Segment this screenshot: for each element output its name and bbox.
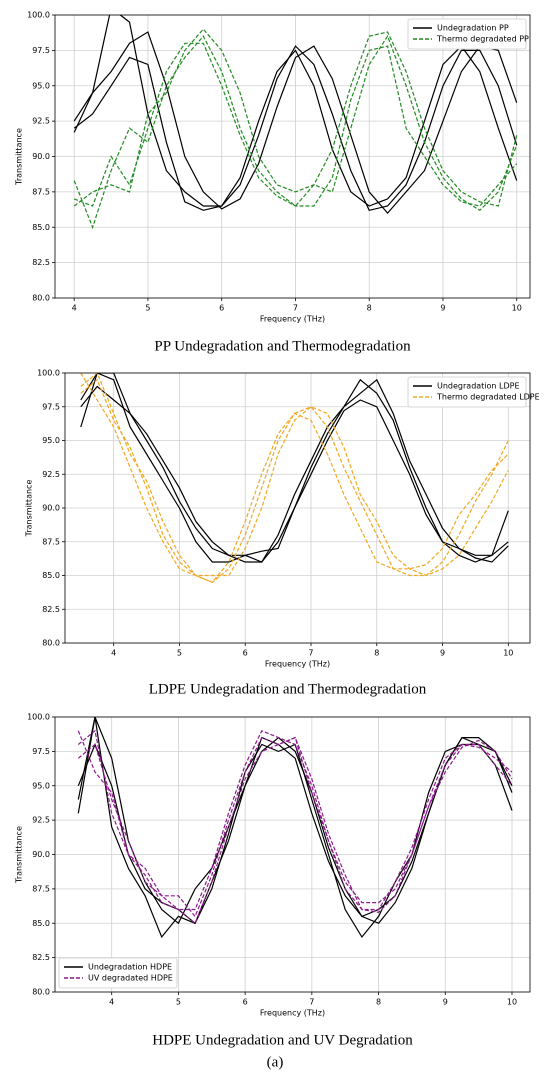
x-tick-label: 5: [176, 998, 181, 1007]
data-line: [77, 729, 513, 911]
data-line: [77, 730, 513, 918]
data-line: [77, 742, 513, 939]
x-tick-label: 7: [309, 998, 314, 1007]
x-tick-label: 10: [507, 998, 517, 1007]
y-tick-label: 87.5: [42, 537, 60, 546]
y-tick-label: 87.5: [32, 187, 50, 196]
chart-caption: PP Undegradation and Thermodegradation: [154, 338, 411, 354]
y-tick-label: 92.5: [42, 470, 60, 479]
x-tick-label: 4: [111, 649, 116, 658]
x-tick-label: 8: [374, 649, 379, 658]
data-line: [80, 378, 509, 577]
y-axis-label: Transmittance: [25, 480, 34, 538]
y-tick-label: 90.0: [32, 850, 50, 859]
y-tick-label: 90.0: [32, 152, 50, 161]
x-tick-label: 9: [443, 998, 448, 1007]
y-tick-label: 87.5: [32, 884, 50, 893]
legend-label: Undegradation HDPE: [88, 963, 172, 972]
data-line: [73, 42, 518, 207]
chart-caption: LDPE Undegradation and Thermodegradation: [149, 681, 427, 697]
y-tick-label: 80.0: [32, 988, 50, 997]
legend-label: Thermo degradated LDPE: [436, 393, 540, 402]
y-tick-label: 85.0: [42, 571, 60, 580]
x-tick-label: 6: [219, 304, 224, 313]
x-tick-label: 5: [145, 304, 150, 313]
y-tick-label: 90.0: [42, 504, 60, 513]
x-tick-label: 7: [293, 304, 298, 313]
plot-frame: [54, 14, 531, 299]
data-line: [73, 28, 518, 207]
legend-label: Thermo degradated PP: [436, 35, 529, 44]
data-line: [73, 45, 518, 211]
plot-lines: [80, 373, 509, 584]
panel-label: (a): [267, 1054, 284, 1070]
legend-label: UV degradated HDPE: [88, 974, 173, 983]
data-line: [77, 717, 513, 925]
legend-box: [58, 957, 178, 989]
y-tick-label: 97.5: [32, 46, 50, 55]
data-line: [73, 15, 518, 211]
x-tick-label: 8: [367, 304, 372, 313]
y-tick-label: 80.0: [32, 294, 50, 303]
x-tick-label: 6: [243, 998, 248, 1007]
data-line: [80, 373, 509, 563]
y-tick-label: 80.0: [42, 639, 60, 648]
legend-label: Undegradation LDPE: [437, 382, 520, 391]
legend-box: [407, 18, 527, 50]
data-line: [73, 34, 518, 230]
plot-lines: [77, 717, 513, 939]
y-tick-label: 95.0: [32, 81, 50, 90]
x-axis-label: Frequency (THz): [265, 660, 330, 669]
y-tick-label: 100.0: [27, 713, 50, 722]
data-line: [77, 736, 513, 925]
data-line: [80, 373, 509, 584]
x-tick-label: 4: [109, 998, 114, 1007]
x-tick-label: 7: [308, 649, 313, 658]
x-tick-label: 10: [512, 304, 522, 313]
y-tick-label: 82.5: [32, 953, 50, 962]
x-axis-label: Frequency (THz): [260, 1009, 325, 1018]
plot-frame: [64, 372, 531, 644]
x-tick-label: 9: [440, 649, 445, 658]
plot-lines: [73, 15, 518, 230]
y-axis-label: Transmittance: [15, 128, 24, 186]
y-axis-label: Transmittance: [15, 826, 24, 884]
legend-label: Undegradation PP: [437, 24, 509, 33]
x-tick-label: 9: [440, 304, 445, 313]
x-tick-label: 6: [243, 649, 248, 658]
legend-box: [407, 376, 527, 408]
y-tick-label: 95.0: [42, 436, 60, 445]
y-tick-label: 92.5: [32, 816, 50, 825]
y-tick-label: 97.5: [32, 747, 50, 756]
x-tick-label: 4: [72, 304, 77, 313]
x-tick-label: 5: [177, 649, 182, 658]
y-tick-label: 92.5: [32, 117, 50, 126]
y-tick-label: 100.0: [37, 369, 60, 378]
data-line: [73, 31, 518, 215]
data-line: [77, 717, 513, 939]
plot-frame: [54, 716, 531, 993]
x-tick-label: 8: [376, 998, 381, 1007]
y-tick-label: 95.0: [32, 781, 50, 790]
y-tick-label: 100.0: [27, 11, 50, 20]
x-tick-label: 10: [503, 649, 513, 658]
y-tick-label: 82.5: [42, 605, 60, 614]
data-line: [80, 373, 509, 583]
x-axis-label: Frequency (THz): [260, 315, 325, 324]
data-line: [80, 385, 509, 563]
chart-caption: HDPE Undegradation and UV Degradation: [152, 1032, 413, 1048]
y-tick-label: 97.5: [42, 402, 60, 411]
y-tick-label: 82.5: [32, 258, 50, 267]
y-tick-label: 85.0: [32, 919, 50, 928]
y-tick-label: 85.0: [32, 223, 50, 232]
